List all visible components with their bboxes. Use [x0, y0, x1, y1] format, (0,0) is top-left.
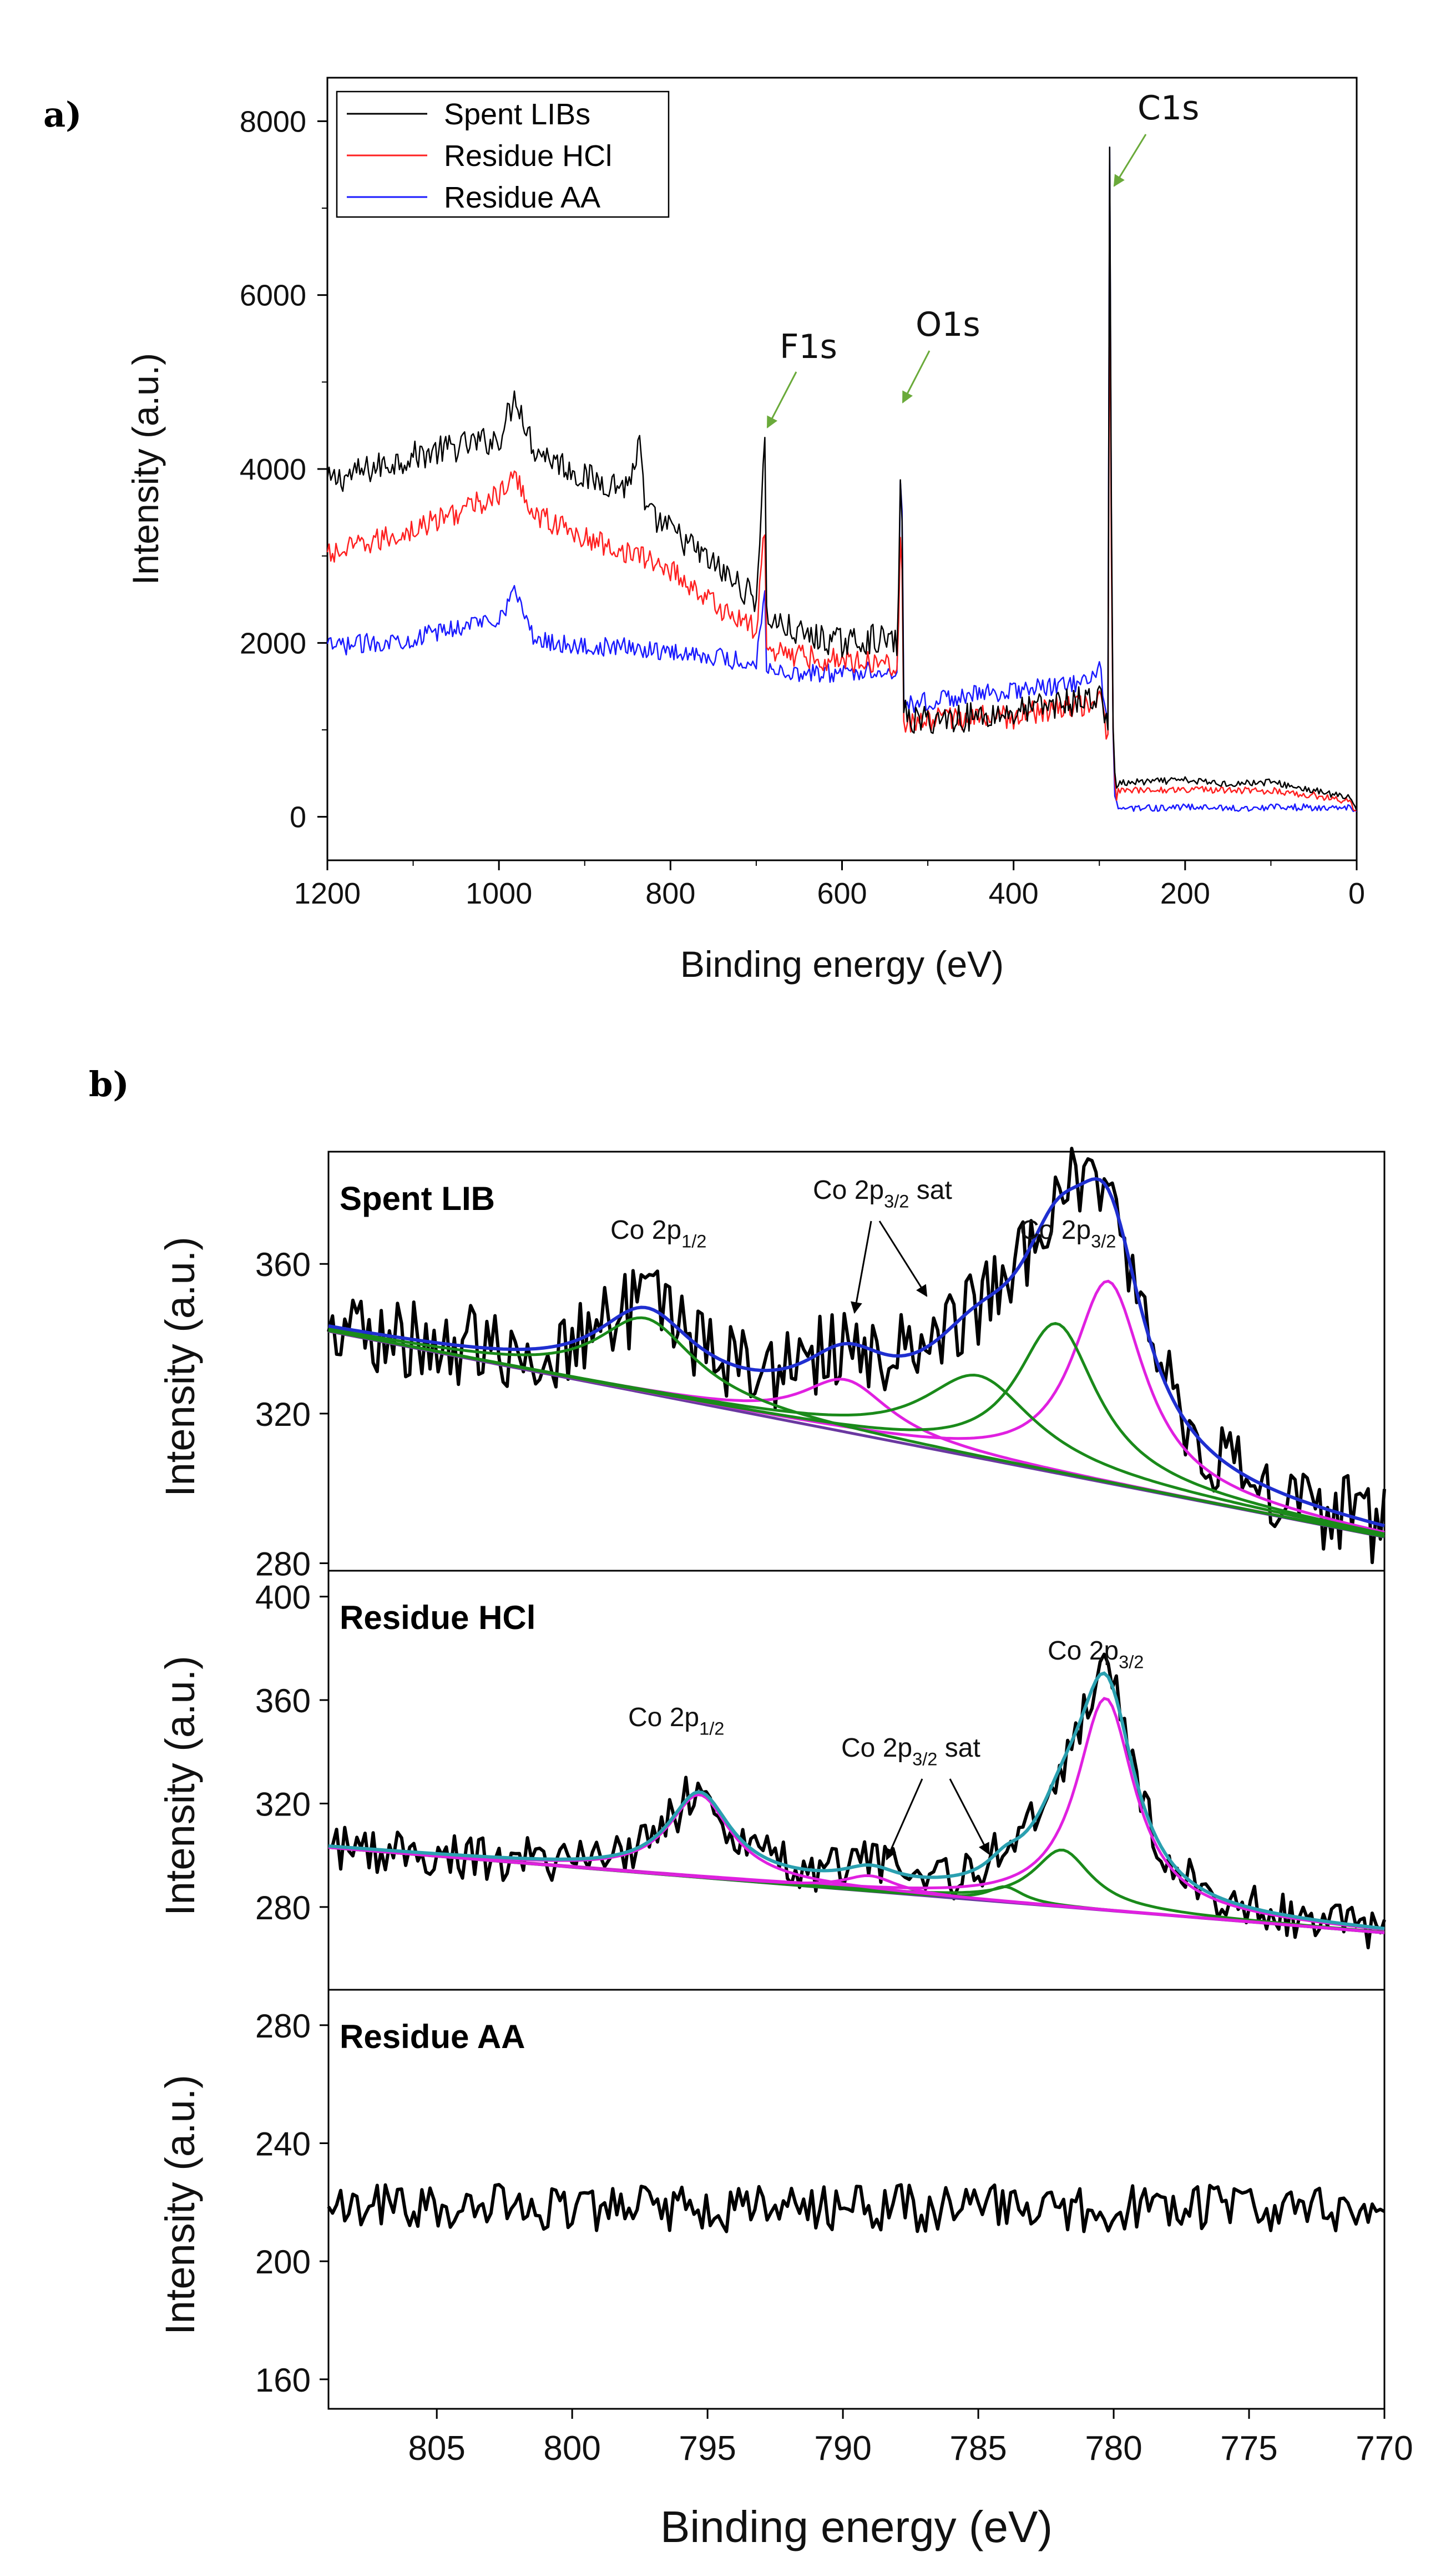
panel-a-label: a)	[43, 94, 82, 135]
subplot-residue-aa: 160 200 240 280 Intensity (a.u.) Residue AA	[157, 1989, 1386, 2410]
fit-component-line	[328, 1316, 1385, 1538]
peak-arrow	[766, 371, 797, 428]
legend-label: Residue AA	[444, 181, 600, 214]
y-tick-label-b: 160	[255, 2362, 311, 2399]
peak-label: Co 2p3/2	[1048, 1636, 1144, 1672]
peak-label: Co 2p3/2 sat	[813, 1176, 952, 1211]
y-tick-label-b: 360	[255, 1246, 311, 1283]
x-tick-label-b: 790	[814, 2429, 871, 2468]
panel-b-label: b)	[89, 1064, 129, 1105]
y-tick-label-b: 320	[255, 1786, 311, 1823]
x-tick-label-b: 805	[408, 2429, 465, 2468]
annotation-arrow	[949, 1778, 990, 1855]
subplot-residue-hcl: 280 320 360 400 Intensity (a.u.) Residue HCl	[157, 1570, 1386, 1991]
peak-label-main: Co 2p	[1048, 1636, 1119, 1666]
raw-data-line	[327, 1147, 1386, 1565]
peak-label-suffix: sat	[937, 1733, 980, 1763]
y-axis-title-a: Intensity (a.u.)	[125, 353, 166, 585]
peak-label-main: Co 2p	[1020, 1216, 1091, 1245]
fit-envelope-line	[328, 1671, 1385, 1930]
annotation-arrow	[886, 1778, 923, 1860]
peak-label: Co 2p3/2 sat	[841, 1733, 980, 1769]
y-tick-label-b: 360	[255, 1682, 311, 1719]
y-axis-title-b: Intensity (a.u.)	[157, 1656, 203, 1916]
peak-label-sub: 1/2	[681, 1230, 706, 1251]
x-tick-label-b: 800	[543, 2429, 600, 2468]
peak-label: Co 2p3/2	[1020, 1216, 1116, 1251]
x-tick-label-a: 400	[989, 877, 1039, 910]
raw-data-line	[327, 2183, 1386, 2233]
peak-label-suffix: sat	[909, 1176, 952, 1205]
y-tick-label-a: 0	[290, 801, 306, 834]
x-tick-label-a: 1200	[294, 877, 361, 910]
annotation-arrow	[878, 1221, 928, 1297]
legend-label: Residue HCl	[444, 139, 612, 173]
y-tick-label-b: 280	[255, 1546, 311, 1583]
peak-label-sub: 3/2	[1091, 1230, 1116, 1251]
legend-box	[336, 90, 670, 218]
peak-label-main: Co 2p	[813, 1176, 884, 1205]
x-axis-title-b: Binding energy (eV)	[660, 2502, 1053, 2551]
co2p-spectra-chart: 280 320 360 Intensity (a.u.) Spent LIB 280 320…	[157, 1147, 1413, 2551]
x-tick-label-b: 780	[1085, 2429, 1142, 2468]
survey-spectrum-chart: 1200 1000 800 600 400 200 002000400060008000Bi…	[125, 77, 1365, 985]
y-tick-label-b: 400	[255, 1579, 311, 1616]
series-line-residue-hcl	[326, 251, 1357, 812]
fit-envelope-line	[328, 1177, 1385, 1527]
x-axis-title-a: Binding energy (eV)	[680, 944, 1004, 985]
fit-component-line	[328, 1329, 1385, 1536]
x-tick-label-a: 800	[645, 877, 695, 910]
y-tick-label-a: 2000	[240, 627, 306, 660]
x-tick-label-a: 200	[1160, 877, 1210, 910]
sample-label: Residue HCl	[340, 1599, 535, 1636]
peak-label-sub: 1/2	[699, 1718, 724, 1738]
peak-label-f1s: F1s	[780, 327, 837, 366]
x-tick-label-a: 600	[817, 877, 867, 910]
legend-a: Spent LIBs Residue HCl Residue AA	[336, 90, 670, 218]
peak-arrow	[1113, 134, 1147, 187]
x-tick-label-b: 795	[679, 2429, 736, 2468]
y-tick-label-b: 240	[255, 2125, 311, 2162]
x-tick-label-a: 0	[1348, 877, 1365, 910]
peak-label-c1s: C1s	[1138, 89, 1199, 128]
y-tick-label-b: 280	[255, 2008, 311, 2045]
series-line-spent-libs	[326, 147, 1358, 811]
peak-arrow	[902, 350, 931, 404]
peak-label: Co 2p1/2	[628, 1703, 724, 1738]
y-tick-label-a: 8000	[240, 105, 306, 138]
peak-label-main: Co 2p	[610, 1216, 681, 1245]
y-tick-label-a: 4000	[240, 453, 306, 486]
y-tick-label-a: 6000	[240, 279, 306, 312]
y-axis-title-b: Intensity (a.u.)	[157, 2075, 203, 2335]
raw-data-line	[328, 1652, 1386, 1950]
peak-label-o1s: O1s	[916, 305, 980, 344]
peak-label-sub: 3/2	[1119, 1651, 1144, 1672]
y-tick-label-b: 280	[255, 1889, 311, 1926]
peak-label-main: Co 2p	[841, 1733, 912, 1763]
peak-label-main: Co 2p	[628, 1703, 699, 1732]
y-tick-label-b: 200	[255, 2243, 311, 2281]
series-line-residue-aa	[326, 147, 1357, 813]
sample-label: Residue AA	[340, 2018, 525, 2055]
y-axis-title-b: Intensity (a.u.)	[157, 1237, 203, 1497]
sample-label: Spent LIB	[340, 1180, 495, 1217]
legend-label: Spent LIBs	[444, 98, 590, 131]
subplot-spent-lib: 280 320 360 Intensity (a.u.) Spent LIB	[157, 1147, 1386, 1583]
peak-label-sub: 3/2	[884, 1191, 909, 1211]
x-tick-label-b: 775	[1220, 2429, 1277, 2468]
x-tick-label-b: 785	[949, 2429, 1007, 2468]
peak-label-sub: 3/2	[912, 1748, 937, 1769]
peak-label: Co 2p1/2	[610, 1216, 706, 1251]
x-tick-label-a: 1000	[466, 877, 532, 910]
y-tick-label-b: 320	[255, 1396, 311, 1433]
annotation-arrow	[851, 1221, 872, 1314]
subplot-frame	[327, 1989, 1386, 2410]
x-tick-label-b: 770	[1356, 2429, 1413, 2468]
